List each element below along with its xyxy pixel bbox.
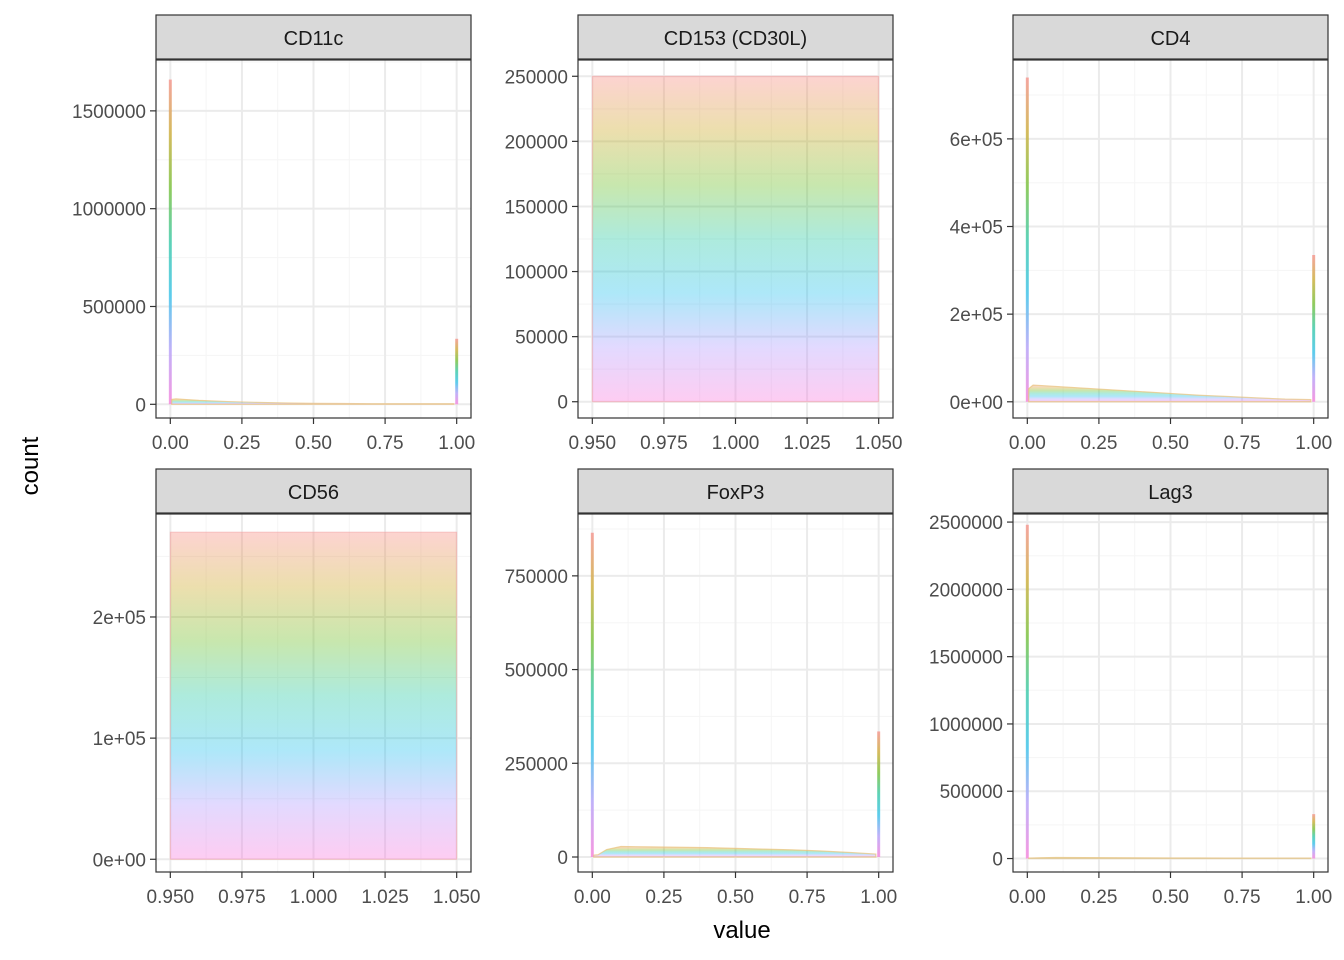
y-tick-label: 2e+05 (93, 608, 146, 629)
x-tick-label: 0.975 (640, 433, 688, 454)
facet-panel-lag3: Lag3 0 500000 1000000 1500000 2000000 2500000 0… (929, 468, 1332, 908)
x-tick-label: 0.25 (223, 433, 260, 454)
histogram-spike-one (877, 731, 881, 858)
facet-panel-cd11c: CD11c 0 500000 1000000 1500000 0.00 0.25 0.50 0.… (72, 14, 475, 454)
facet-strip-label: CD153 (CD30L) (664, 28, 807, 50)
facet-strip-label: CD11c (284, 28, 344, 50)
x-tick-label: 0.75 (367, 433, 404, 454)
y-tick-label: 2e+05 (950, 305, 1003, 326)
facet-strip (155, 14, 472, 60)
x-tick-label: 1.00 (1295, 887, 1332, 908)
facet-panel-foxp3: FoxP3 0 250000 500000 750000 0.00 0.25 0.50 0.75… (505, 468, 897, 908)
x-tick-label: 0.950 (569, 433, 617, 454)
histogram-spike-one (1312, 254, 1316, 402)
y-tick-label: 1e+05 (93, 729, 146, 750)
histogram-spike-one (455, 338, 459, 405)
x-tick-label: 0.25 (645, 887, 682, 908)
y-tick-label: 200000 (505, 132, 568, 153)
y-tick-label: 0 (557, 393, 568, 414)
y-tick-label: 0e+00 (93, 850, 146, 871)
histogram-area (591, 75, 880, 403)
y-tick-label: 0 (135, 395, 146, 416)
histogram-spike-zero (590, 532, 594, 858)
y-tick-label: 0e+00 (950, 393, 1003, 414)
y-tick-label: 0 (992, 850, 1003, 871)
y-tick-label: 500000 (940, 782, 1003, 803)
histogram-spike-zero (1025, 77, 1029, 402)
x-axis-title: value (713, 917, 770, 944)
y-tick-label: 2500000 (929, 513, 1003, 534)
x-tick-label: 1.000 (290, 887, 338, 908)
y-tick-label: 750000 (505, 567, 568, 588)
x-tick-label: 1.00 (438, 433, 475, 454)
facet-panel-cd153-cd30l: CD153 (CD30L) 0 50000 100000 150000 200000 250… (505, 14, 903, 454)
facet-strip (577, 468, 894, 514)
y-tick-label: 50000 (515, 328, 568, 349)
x-tick-label: 1.050 (855, 433, 903, 454)
y-tick-label: 250000 (505, 754, 568, 775)
y-axis-title: count (17, 436, 44, 495)
histogram-spike-one (1312, 814, 1316, 859)
y-tick-label: 4e+05 (950, 218, 1003, 239)
histogram-area (1028, 384, 1312, 403)
y-tick-label: 500000 (83, 297, 146, 318)
x-tick-label: 0.00 (1009, 433, 1046, 454)
y-tick-label: 1500000 (72, 102, 146, 123)
y-tick-label: 150000 (505, 197, 568, 218)
y-tick-label: 0 (557, 848, 568, 869)
x-tick-label: 0.00 (1009, 887, 1046, 908)
facet-strip (1012, 468, 1329, 514)
x-tick-label: 0.75 (1224, 433, 1261, 454)
x-tick-label: 1.025 (783, 433, 831, 454)
x-tick-label: 0.50 (717, 887, 754, 908)
facet-panel-cd56: CD56 0e+00 1e+05 2e+05 0.950 0.975 1.000 1.025 1… (93, 468, 481, 908)
facet-strip (1012, 14, 1329, 60)
x-tick-label: 0.25 (1080, 433, 1117, 454)
y-tick-label: 1000000 (72, 200, 146, 221)
x-tick-label: 0.00 (574, 887, 611, 908)
histogram-area (169, 531, 458, 860)
histogram-spike-zero (168, 79, 172, 405)
y-tick-label: 250000 (505, 67, 568, 88)
histogram-spike-zero (1025, 524, 1029, 859)
x-tick-label: 1.00 (1295, 433, 1332, 454)
x-tick-label: 1.000 (712, 433, 760, 454)
x-tick-label: 0.950 (147, 887, 195, 908)
y-tick-label: 500000 (505, 661, 568, 682)
facet-strip-label: FoxP3 (707, 482, 765, 504)
facet-strip (577, 14, 894, 60)
histogram-area (593, 845, 877, 858)
x-tick-label: 0.50 (295, 433, 332, 454)
y-tick-label: 6e+05 (950, 130, 1003, 151)
x-tick-label: 0.75 (789, 887, 826, 908)
y-tick-label: 2000000 (929, 580, 1003, 601)
x-tick-label: 0.25 (1080, 887, 1117, 908)
y-tick-label: 100000 (505, 263, 568, 284)
y-tick-label: 1500000 (929, 648, 1003, 669)
x-tick-label: 0.00 (152, 433, 189, 454)
x-tick-label: 1.050 (433, 887, 481, 908)
x-tick-label: 0.975 (218, 887, 266, 908)
histogram-area (171, 398, 455, 405)
x-tick-label: 1.00 (860, 887, 897, 908)
facet-panel-cd4: CD4 0e+00 2e+05 4e+05 6e+05 0.00 0.25 0.50 0.75 1… (950, 14, 1332, 454)
histogram-area (1028, 856, 1312, 860)
facet-strip-label: CD56 (288, 482, 339, 504)
x-tick-label: 0.50 (1152, 887, 1189, 908)
y-tick-label: 1000000 (929, 715, 1003, 736)
facet-strip-label: Lag3 (1148, 482, 1193, 504)
facet-strip-label: CD4 (1150, 28, 1190, 50)
x-tick-label: 0.75 (1224, 887, 1261, 908)
x-tick-label: 0.50 (1152, 433, 1189, 454)
facet-strip (155, 468, 472, 514)
x-tick-label: 1.025 (361, 887, 409, 908)
